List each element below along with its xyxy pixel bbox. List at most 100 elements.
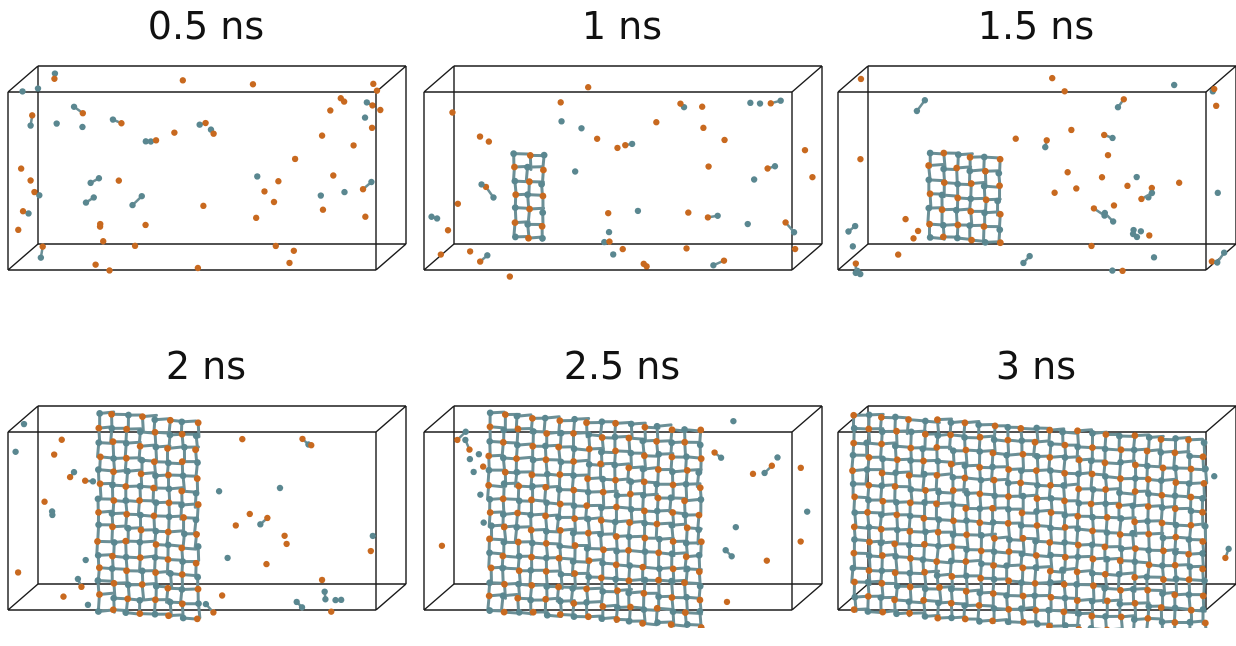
atom: [1160, 547, 1167, 554]
atom: [710, 262, 716, 268]
atom: [1131, 558, 1138, 565]
atom: [1032, 580, 1039, 587]
atom: [194, 459, 201, 466]
atom: [178, 488, 185, 495]
atom: [991, 436, 998, 443]
atom: [1075, 610, 1082, 617]
atom: [181, 444, 188, 451]
atom: [529, 471, 536, 478]
atom: [570, 487, 577, 494]
atom: [150, 485, 157, 492]
atom: [1151, 254, 1157, 260]
atom: [501, 480, 508, 487]
atom: [668, 522, 675, 529]
atom: [585, 516, 592, 523]
atom: [583, 599, 590, 606]
atom: [83, 199, 89, 205]
atom: [1089, 430, 1096, 437]
atom: [51, 76, 57, 82]
atom: [922, 418, 929, 425]
atom: [1160, 535, 1167, 542]
atom: [29, 112, 35, 118]
atom: [906, 528, 913, 535]
atom: [1074, 568, 1081, 575]
atom: [655, 451, 662, 458]
atom: [216, 488, 222, 494]
atom: [681, 426, 688, 433]
atom: [922, 613, 929, 620]
atom: [558, 459, 565, 466]
atom: [747, 100, 753, 106]
atom: [681, 497, 688, 504]
atom: [598, 517, 605, 524]
panel-3ns: 3 ns: [834, 340, 1236, 646]
atom: [1172, 465, 1179, 472]
atom: [490, 194, 496, 200]
atom: [934, 458, 941, 465]
atom: [995, 170, 1002, 177]
atom: [653, 481, 660, 488]
atoms: [845, 75, 1227, 277]
atom: [990, 519, 997, 526]
atom: [976, 464, 983, 471]
atom: [338, 597, 344, 603]
atom: [558, 430, 565, 437]
atom: [136, 497, 143, 504]
atom: [954, 222, 961, 229]
atom: [1102, 473, 1109, 480]
atom: [599, 560, 606, 567]
atom: [95, 466, 102, 473]
atom: [1033, 552, 1040, 559]
atom: [195, 265, 201, 271]
atom: [1032, 564, 1039, 571]
atom: [639, 620, 646, 627]
atom: [1004, 437, 1011, 444]
atom: [879, 456, 886, 463]
atom: [1130, 586, 1137, 593]
atom: [933, 444, 940, 451]
atom: [195, 600, 202, 607]
atom: [569, 585, 576, 592]
atom: [95, 425, 102, 432]
atom: [892, 553, 899, 560]
atom: [879, 609, 886, 616]
atom: [950, 531, 957, 538]
atom: [454, 437, 460, 443]
atom: [125, 582, 132, 589]
atom: [350, 142, 356, 148]
atom: [80, 110, 86, 116]
atom: [684, 566, 691, 573]
atom: [1146, 434, 1153, 441]
atom: [96, 564, 103, 571]
atom: [878, 511, 885, 518]
atom: [1132, 462, 1139, 469]
atom: [695, 469, 702, 476]
atom: [368, 179, 374, 185]
atom: [1102, 459, 1109, 466]
atom: [543, 430, 550, 437]
atom: [976, 490, 983, 497]
atom: [1171, 82, 1177, 88]
atom: [250, 81, 256, 87]
atom: [153, 583, 160, 590]
atom: [502, 411, 509, 418]
atom: [597, 460, 604, 467]
atom: [152, 528, 159, 535]
atom: [138, 527, 145, 534]
atom: [892, 443, 899, 450]
atom: [364, 99, 370, 105]
atom: [850, 550, 857, 557]
atom: [542, 443, 549, 450]
atom: [1034, 621, 1041, 628]
atom: [583, 585, 590, 592]
atom: [629, 141, 635, 147]
atom: [950, 447, 957, 454]
atom: [962, 462, 969, 469]
atom: [95, 495, 102, 502]
atom: [362, 114, 368, 120]
atom: [954, 235, 961, 242]
atom: [570, 430, 577, 437]
atom: [669, 594, 676, 601]
atom: [152, 429, 159, 436]
atom: [1005, 493, 1012, 500]
